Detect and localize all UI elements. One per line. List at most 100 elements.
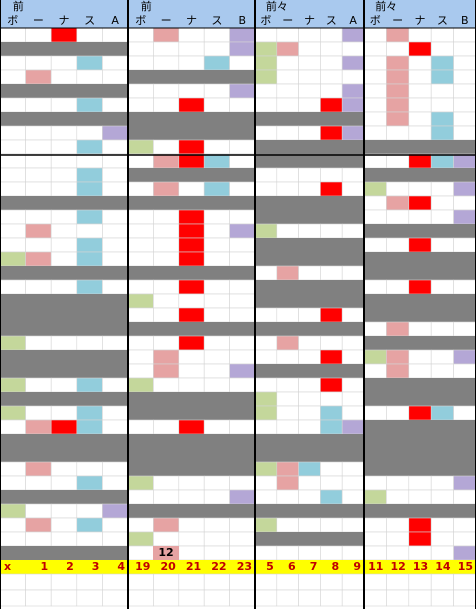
cell bbox=[0, 181, 26, 197]
cell bbox=[50, 153, 78, 169]
gray-row bbox=[255, 196, 364, 210]
gray-row bbox=[364, 434, 476, 448]
cell bbox=[203, 349, 230, 365]
footer-label: 22 bbox=[211, 560, 226, 573]
gray-row bbox=[255, 504, 364, 518]
gray-row bbox=[128, 196, 255, 210]
cell bbox=[408, 27, 432, 43]
cell bbox=[0, 517, 26, 533]
footer-label: 14 bbox=[435, 560, 451, 573]
cell bbox=[229, 251, 256, 267]
cell bbox=[453, 349, 476, 365]
cell bbox=[430, 405, 454, 421]
cell bbox=[102, 237, 129, 253]
cell bbox=[153, 589, 180, 607]
cell bbox=[363, 125, 387, 141]
cell bbox=[276, 391, 299, 407]
cell bbox=[153, 209, 180, 225]
cell bbox=[0, 335, 26, 351]
column-header: ナ bbox=[304, 14, 315, 27]
cell bbox=[363, 111, 387, 127]
cell bbox=[153, 223, 180, 239]
cell bbox=[453, 489, 476, 505]
cell bbox=[254, 517, 278, 533]
gray-row bbox=[0, 434, 128, 448]
cell bbox=[341, 181, 365, 197]
cell bbox=[298, 419, 321, 435]
cell bbox=[363, 573, 387, 591]
cell bbox=[320, 223, 343, 239]
cell bbox=[276, 335, 299, 351]
cell bbox=[386, 573, 410, 591]
cell bbox=[298, 265, 321, 281]
cell bbox=[203, 139, 230, 155]
gray-row bbox=[364, 336, 476, 350]
gray-row bbox=[364, 378, 476, 392]
cell bbox=[430, 111, 454, 127]
cell bbox=[127, 545, 154, 561]
cell bbox=[127, 153, 154, 169]
cell bbox=[153, 307, 180, 323]
cell bbox=[341, 41, 365, 57]
cell bbox=[363, 489, 387, 505]
header bbox=[0, 0, 128, 28]
gray-row bbox=[128, 322, 255, 336]
cell bbox=[341, 167, 365, 183]
cell bbox=[203, 377, 230, 393]
footer-label: 19 bbox=[135, 560, 150, 573]
cell bbox=[229, 181, 256, 197]
cell bbox=[50, 377, 78, 393]
cell bbox=[276, 545, 299, 561]
cell bbox=[453, 209, 476, 225]
gray-row bbox=[255, 154, 364, 168]
cell bbox=[178, 335, 205, 351]
cell bbox=[0, 503, 26, 519]
gray-row bbox=[364, 448, 476, 462]
cell bbox=[153, 349, 180, 365]
cell bbox=[203, 475, 230, 491]
gray-row bbox=[255, 322, 364, 336]
cell bbox=[363, 55, 387, 71]
cell bbox=[229, 293, 256, 309]
header bbox=[128, 0, 255, 28]
cell bbox=[25, 97, 52, 113]
cell bbox=[153, 279, 180, 295]
cell bbox=[178, 223, 205, 239]
cell bbox=[25, 55, 52, 71]
cell bbox=[76, 223, 103, 239]
cell bbox=[453, 41, 476, 57]
cell bbox=[386, 111, 410, 127]
cell bbox=[298, 125, 321, 141]
gray-row bbox=[0, 350, 128, 364]
cell bbox=[203, 83, 230, 99]
footer-label: 1 bbox=[41, 560, 49, 573]
gray-row bbox=[255, 294, 364, 308]
cell bbox=[203, 223, 230, 239]
gray-row bbox=[364, 266, 476, 280]
cell bbox=[0, 573, 26, 591]
cell bbox=[203, 55, 230, 71]
cell bbox=[25, 531, 52, 547]
cell bbox=[408, 475, 432, 491]
gray-row bbox=[364, 140, 476, 154]
cell bbox=[408, 321, 432, 337]
cell bbox=[178, 55, 205, 71]
cell bbox=[386, 349, 410, 365]
cell bbox=[229, 153, 256, 169]
cell bbox=[153, 377, 180, 393]
cell bbox=[276, 307, 299, 323]
panel-title: 前 bbox=[141, 0, 152, 13]
cell bbox=[127, 349, 154, 365]
cell bbox=[153, 363, 180, 379]
cell bbox=[453, 279, 476, 295]
cell bbox=[25, 503, 52, 519]
cell bbox=[341, 349, 365, 365]
cell bbox=[386, 517, 410, 533]
cell bbox=[178, 489, 205, 505]
cell bbox=[430, 573, 454, 591]
footer-label: 11 bbox=[368, 560, 383, 573]
gray-row bbox=[255, 434, 364, 448]
cell bbox=[127, 419, 154, 435]
cell bbox=[453, 405, 476, 421]
cell bbox=[320, 181, 343, 197]
